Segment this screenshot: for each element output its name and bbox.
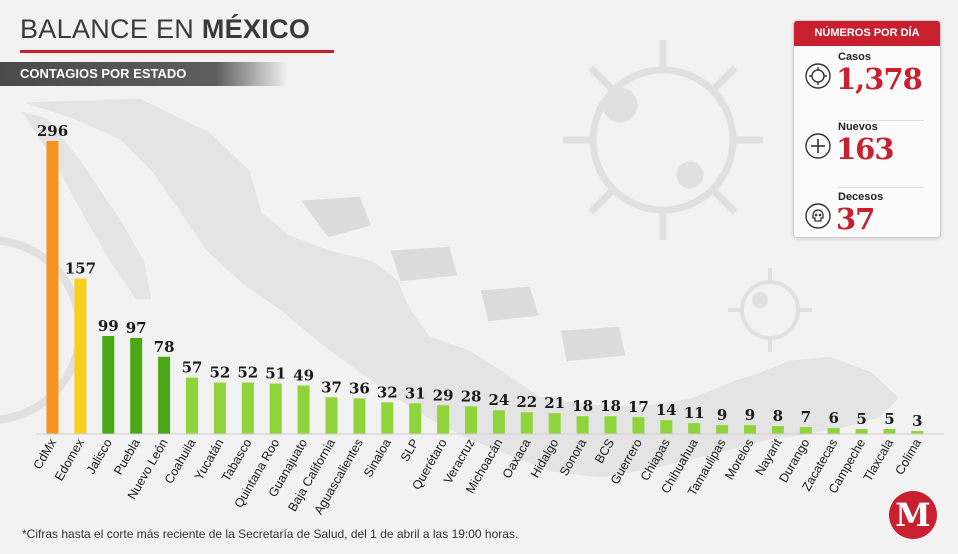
bar-hidalgo [548,413,561,434]
category-label: Sinaloa [361,436,394,479]
stat-value: 1,378 [836,62,923,96]
value-label: 11 [684,404,705,422]
category-label: CdMx [31,436,60,472]
virus-icon [805,63,831,89]
bar-chihuahua [688,423,701,434]
chart-subtitle: CONTAGIOS POR ESTADO [20,66,187,81]
bar-quer-taro [437,405,450,434]
value-label: 37 [321,378,342,396]
value-label: 18 [572,397,593,415]
stat-divider [838,187,924,188]
value-label: 17 [628,398,649,416]
bar-chiapas [660,420,673,434]
value-label: 22 [516,393,537,411]
bar-jalisco [102,336,115,434]
bar-aguascalientes [353,398,366,434]
bar-sonora [576,416,589,434]
value-label: 28 [461,387,482,405]
stat-nuevos: Nuevos 163 [794,117,940,177]
bar-yucat-n [213,382,226,434]
plus-circle-icon [805,133,831,159]
category-label: Colima [892,436,924,477]
value-label: 157 [65,260,96,278]
value-label: 7 [801,408,811,426]
value-label: 97 [126,319,147,337]
category-label: SLP [398,437,422,464]
value-label: 78 [154,338,175,356]
milenio-logo-icon: M [889,491,937,539]
bar-michoac-n [492,410,505,434]
subtitle-band [0,62,288,86]
bar-colima [911,431,924,434]
bar-tabasco [241,382,254,434]
value-label: 51 [265,365,286,383]
value-label: 21 [544,394,565,412]
value-label: 36 [349,379,370,397]
value-label: 18 [600,397,621,415]
stat-decesos: Decesos 37 [794,187,940,247]
stat-value: 163 [836,132,895,166]
bar-quintana-roo [269,383,282,434]
value-label: 3 [912,412,922,430]
virus-illustration-large [563,40,763,240]
stats-panel-title: NÚMEROS POR DÍA [794,21,940,46]
value-label: 296 [37,122,68,140]
stat-casos: Casos 1,378 [794,47,940,107]
stat-label: Decesos [838,191,884,203]
value-label: 9 [745,406,755,424]
value-label: 57 [182,359,203,377]
bar-oaxaca [520,412,533,434]
bar-coahuila [186,377,198,434]
bar-veracruz [465,406,477,434]
value-label: 14 [656,401,677,419]
bar-guerrero [632,417,645,434]
bar-tlaxcala [883,429,896,434]
bar-nuevo-le-n [158,356,171,434]
bar-tamaulipas [716,425,729,434]
bar-zacatecas [827,428,840,434]
value-label: 5 [884,410,894,428]
stat-label: Casos [838,51,872,63]
value-label: 52 [209,364,230,382]
bar-cdmx [46,141,59,434]
value-label: 6 [828,409,838,427]
bar-campeche [855,429,868,434]
bar-edomex [74,278,87,434]
stat-label: Nuevos [838,121,878,133]
page-title: BALANCE EN MÉXICO [20,14,311,44]
category-label: Sonora [557,436,589,478]
value-label: 9 [717,406,727,424]
bar-bcs [604,416,617,434]
stat-value: 37 [836,202,875,236]
skull-icon [805,203,831,229]
value-label: 49 [293,366,314,384]
title-underline [20,50,334,53]
value-label: 8 [773,407,783,425]
bar-sinaloa [381,402,394,434]
virus-illustration-small [728,268,812,352]
stats-panel: NÚMEROS POR DÍA Casos 1,378 Nuevos 163 D… [793,20,941,238]
value-label: 31 [405,384,426,402]
bar-durango [799,427,812,434]
value-label: 52 [237,364,258,382]
value-label: 24 [488,391,509,409]
bar-guanajuato [297,385,310,434]
value-label: 5 [856,410,866,428]
bar-baja-california [325,397,338,434]
value-label: 32 [377,383,398,401]
footnote: *Cifras hasta el corte más reciente de l… [22,527,519,541]
category-label: Hidalgo [528,436,561,480]
value-label: 29 [433,386,454,404]
value-label: 99 [98,317,119,335]
stat-divider [838,120,924,121]
bar-nayarit [771,426,784,434]
bar-morelos [744,425,756,434]
bar-puebla [130,337,143,434]
category-label: BCS [592,437,617,466]
bar-slp [409,403,422,434]
